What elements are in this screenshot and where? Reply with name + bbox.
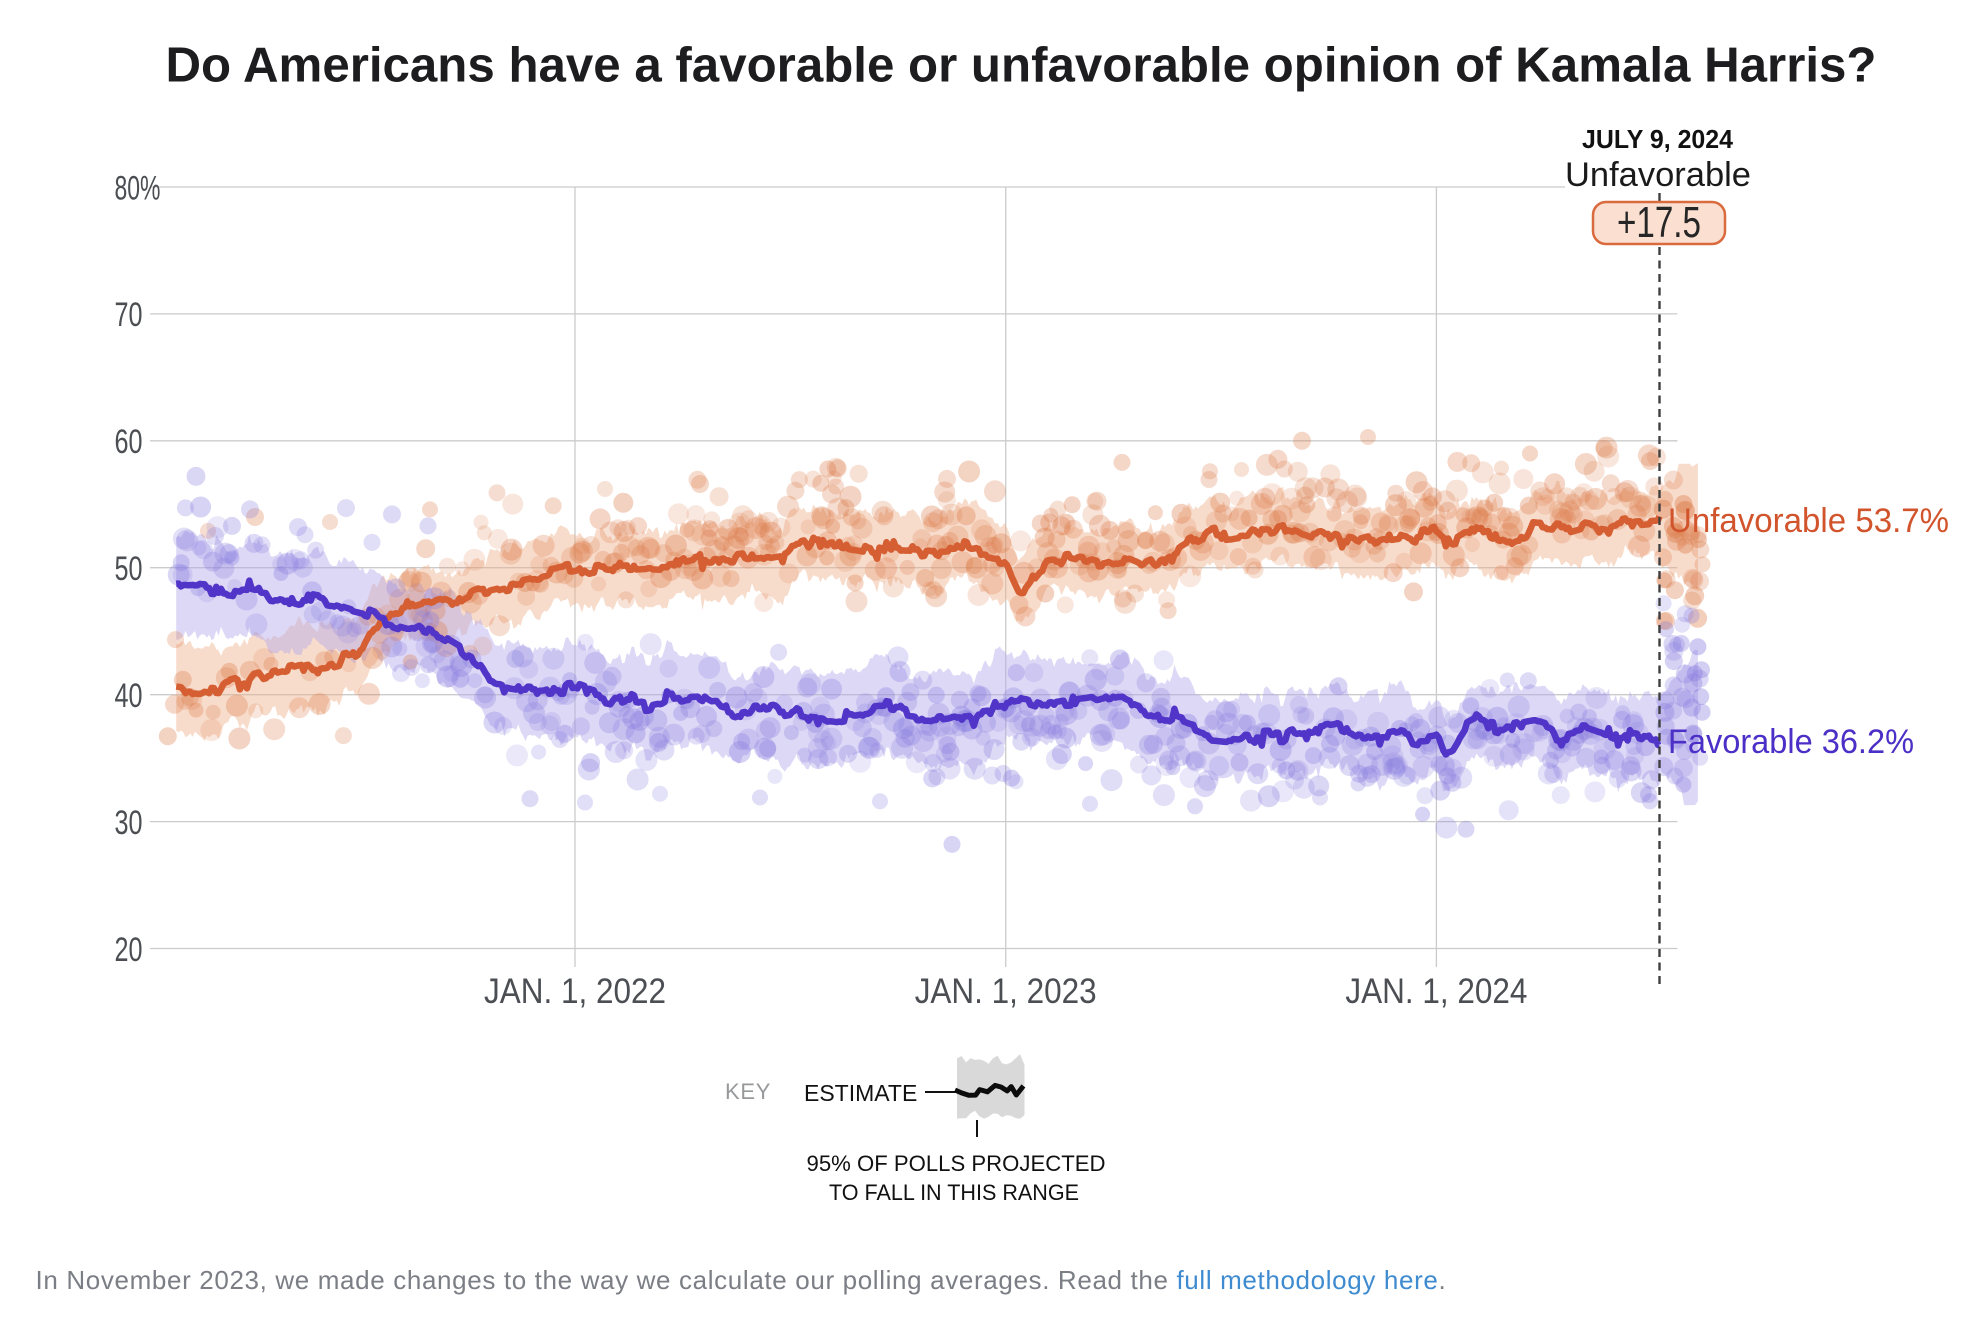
svg-text:50: 50 [115,550,143,588]
svg-text:60: 60 [115,423,143,461]
svg-text:95% OF POLLS PROJECTED: 95% OF POLLS PROJECTED [807,1151,1106,1176]
svg-text:Unfavorable 53.7%: Unfavorable 53.7% [1668,502,1949,540]
svg-text:TO FALL IN THIS RANGE: TO FALL IN THIS RANGE [829,1180,1079,1205]
svg-text:JAN. 1, 2023: JAN. 1, 2023 [915,972,1097,1011]
svg-text:70: 70 [115,296,143,334]
svg-text:30: 30 [115,804,143,842]
svg-text:In November 2023, we made chan: In November 2023, we made changes to the… [36,1265,1447,1295]
svg-text:Do Americans have a favorable: Do Americans have a favorable or unfavor… [166,39,1877,93]
svg-text:Favorable 36.2%: Favorable 36.2% [1668,723,1914,761]
svg-text:JAN. 1, 2024: JAN. 1, 2024 [1345,972,1527,1011]
svg-text:ESTIMATE: ESTIMATE [804,1080,917,1106]
svg-text:JAN. 1, 2022: JAN. 1, 2022 [484,972,666,1011]
svg-text:20: 20 [115,931,143,969]
svg-text:Unfavorable: Unfavorable [1565,156,1751,194]
svg-text:40: 40 [115,677,143,715]
svg-text:KEY: KEY [725,1079,771,1104]
svg-text:80%: 80% [115,169,161,207]
svg-text:JULY 9, 2024: JULY 9, 2024 [1582,124,1734,154]
svg-text:+17.5: +17.5 [1617,198,1701,247]
